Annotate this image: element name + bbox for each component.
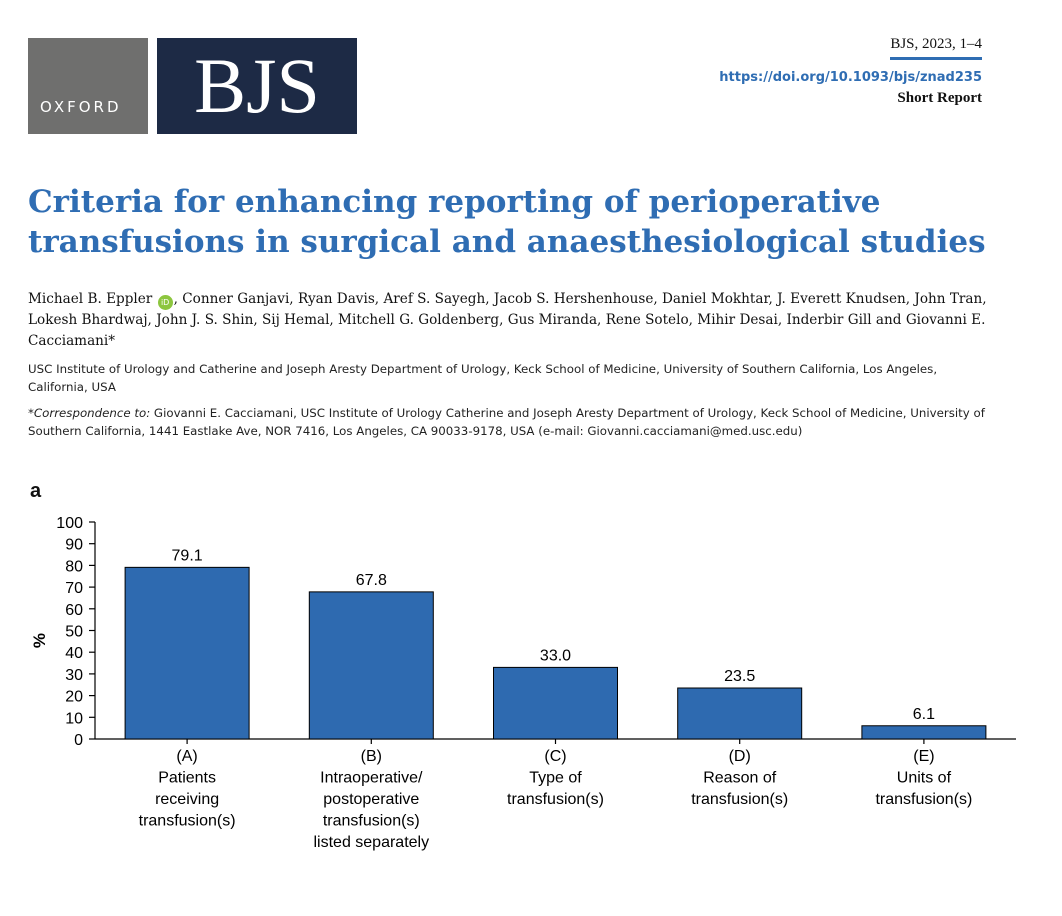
bar — [493, 666, 618, 740]
x-tick-label: transfusion(s) — [691, 791, 788, 808]
correspondence-text: Giovanni E. Cacciamani, USC Institute of… — [28, 406, 985, 438]
article-type: Short Report — [897, 90, 982, 106]
bar-chart: 0 10 20 30 40 50 60 70 80 90 100% 79.1 (A) Patients re… — [30, 515, 1016, 851]
bar — [124, 566, 250, 740]
y-axis-label: % — [30, 633, 49, 648]
doi-link[interactable]: https://doi.org/10.1093/bjs/znad235 — [719, 70, 982, 85]
y-tick-label: 10 — [65, 710, 83, 727]
article-title: Criteria for enhancing reporting of peri… — [28, 184, 986, 260]
article-meta: BJS, 2023, 1–4 https://doi.org/10.1093/b… — [719, 33, 982, 107]
x-tick-label: receiving — [155, 791, 219, 808]
y-tick-label: 80 — [65, 558, 83, 575]
x-tick-label: (E) — [913, 748, 934, 765]
bjs-logo: BJS — [157, 38, 357, 134]
citation: BJS, 2023, 1–4 — [890, 36, 982, 60]
x-tick-label: transfusion(s) — [507, 791, 604, 808]
x-tick-label: Intraoperative/ — [320, 770, 423, 787]
x-tick-label: transfusion(s) — [875, 791, 972, 808]
x-tick-label: transfusion(s) — [139, 813, 236, 830]
x-tick-label: Type of — [529, 770, 582, 787]
bar-value-label: 23.5 — [724, 668, 755, 685]
x-tick-label: listed separately — [313, 834, 429, 851]
bar-value-label: 79.1 — [172, 547, 203, 564]
bar-value-label: 67.8 — [356, 572, 387, 589]
correspondence-label: *Correspondence to: — [28, 406, 151, 420]
bar — [861, 725, 987, 740]
bar — [308, 591, 434, 740]
y-tick-label: 20 — [65, 689, 83, 706]
y-tick-label: 70 — [65, 580, 83, 597]
y-tick-label: 0 — [74, 732, 83, 749]
y-tick-label: 100 — [56, 515, 83, 532]
x-tick-label: transfusion(s) — [323, 813, 420, 830]
x-tick-label: (A) — [176, 748, 197, 765]
y-tick-label: 60 — [65, 602, 83, 619]
y-tick-label: 40 — [65, 645, 83, 662]
figure-panel-label: a — [30, 480, 42, 502]
x-tick-label: (C) — [544, 748, 566, 765]
bar-value-label: 6.1 — [913, 706, 935, 723]
oxford-logo-text: OXFORD — [40, 98, 122, 116]
other-authors: , Conner Ganjavi, Ryan Davis, Aref S. Sa… — [28, 291, 987, 349]
orcid-icon[interactable]: iD — [157, 295, 173, 310]
x-tick-label: postoperative — [323, 791, 419, 808]
bar — [677, 687, 803, 740]
y-tick-label: 30 — [65, 667, 83, 684]
affiliation: USC Institute of Urology and Catherine a… — [28, 362, 938, 394]
x-tick-label: (B) — [361, 748, 382, 765]
correspondence: *Correspondence to: Giovanni E. Cacciama… — [28, 404, 1028, 440]
y-tick-label: 50 — [65, 624, 83, 641]
first-author: Michael B. Eppler — [28, 291, 153, 307]
bar-value-label: 33.0 — [540, 647, 571, 664]
author-list: Michael B. Eppler iD, Conner Ganjavi, Ry… — [28, 289, 988, 351]
y-tick-label: 90 — [65, 537, 83, 554]
x-tick-label: (D) — [729, 748, 751, 765]
x-tick-label: Patients — [158, 770, 216, 787]
oxford-logo: OXFORD — [28, 38, 148, 134]
x-tick-label: Units of — [897, 770, 952, 787]
x-tick-label: Reason of — [703, 770, 776, 787]
